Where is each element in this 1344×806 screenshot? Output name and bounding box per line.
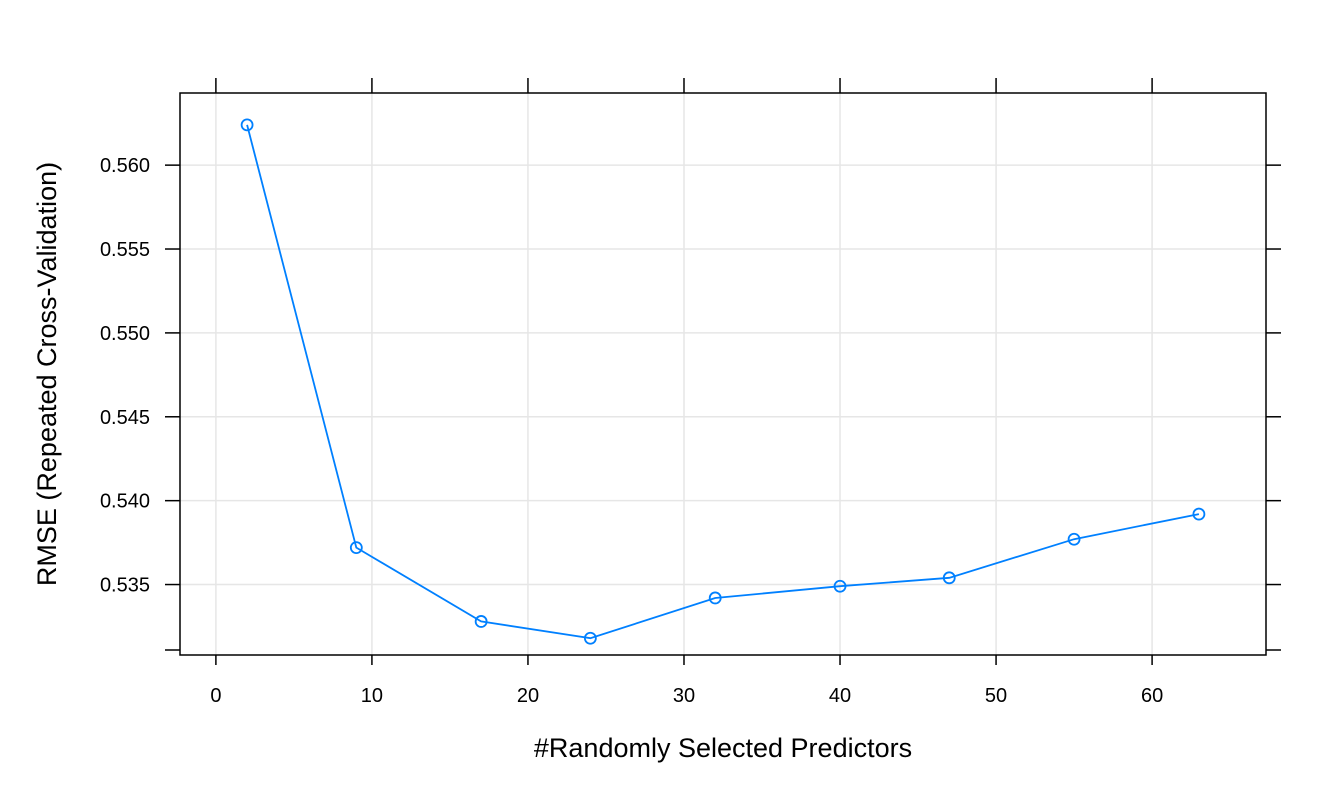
x-tick-label-10: 10 (361, 685, 383, 707)
y-tick-label-3: 0.550 (100, 323, 150, 345)
y-tick-label-4: 0.555 (100, 239, 150, 261)
x-tick-label-50: 50 (985, 685, 1007, 707)
data-point-6 (942, 571, 956, 585)
data-point-1 (349, 541, 363, 555)
x-tick-label-40: 40 (829, 685, 851, 707)
axis-ticks (165, 78, 1281, 665)
grid-lines (180, 93, 1266, 655)
data-point-4 (708, 591, 722, 605)
y-axis-title: RMSE (Repeated Cross-Validation) (32, 162, 62, 586)
data-point-5 (833, 579, 847, 593)
x-tick-label-0: 0 (210, 685, 221, 707)
x-tick-label-60: 60 (1141, 685, 1163, 707)
x-axis-title: #Randomly Selected Predictors (534, 733, 912, 763)
y-tick-labels: 0.535 0.540 0.545 0.550 0.555 0.560 (100, 155, 150, 596)
x-tick-label-20: 20 (517, 685, 539, 707)
series-line-0 (246, 124, 1200, 640)
y-tick-label-2: 0.545 (100, 407, 150, 429)
data-point-8 (1192, 507, 1206, 521)
data-point-7 (1067, 532, 1081, 546)
x-tick-labels: 0 10 20 30 40 50 60 (210, 685, 1163, 707)
x-tick-label-30: 30 (673, 685, 695, 707)
data-point-3 (583, 631, 597, 645)
data-point-0 (240, 118, 254, 132)
data-point-2 (474, 615, 488, 628)
y-tick-label-5: 0.560 (100, 155, 150, 177)
plot-frame (179, 92, 1267, 656)
series-layer (240, 118, 1206, 645)
y-tick-label-1: 0.540 (100, 491, 150, 513)
y-tick-label-0: 0.535 (100, 575, 150, 597)
